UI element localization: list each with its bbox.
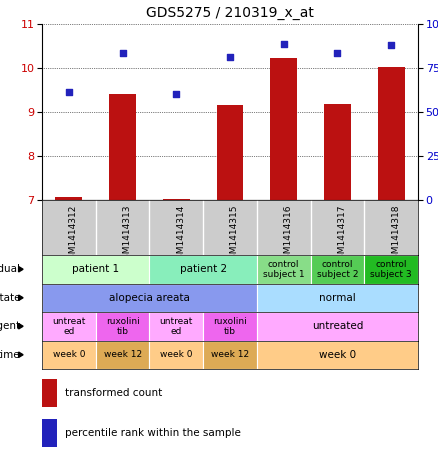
Bar: [42, 284, 257, 312]
Point: [119, 49, 126, 56]
Text: untreat
ed: untreat ed: [159, 317, 193, 336]
Bar: [257, 312, 418, 341]
Bar: [270, 58, 297, 200]
Text: ruxolini
tib: ruxolini tib: [213, 317, 247, 336]
Bar: [378, 67, 405, 200]
Bar: [42, 312, 96, 341]
Text: week 12: week 12: [103, 350, 141, 359]
Text: agent: agent: [0, 321, 20, 331]
Bar: [216, 106, 244, 200]
Text: disease state: disease state: [0, 293, 20, 303]
Bar: [163, 199, 190, 200]
Text: individual: individual: [0, 264, 20, 274]
Bar: [257, 284, 418, 312]
Bar: [42, 341, 96, 369]
Bar: [257, 341, 418, 369]
Text: control
subject 2: control subject 2: [317, 260, 358, 279]
Point: [226, 53, 233, 60]
Point: [334, 49, 341, 56]
Text: week 0: week 0: [160, 350, 193, 359]
Bar: [203, 312, 257, 341]
Polygon shape: [18, 352, 23, 357]
Title: GDS5275 / 210319_x_at: GDS5275 / 210319_x_at: [146, 6, 314, 20]
Text: untreat
ed: untreat ed: [52, 317, 85, 336]
Bar: [364, 255, 418, 284]
Point: [65, 88, 72, 96]
Bar: [149, 312, 203, 341]
Point: [388, 41, 395, 48]
Bar: [311, 255, 364, 284]
Bar: [324, 104, 351, 200]
Bar: [203, 341, 257, 369]
Text: GSM1414315: GSM1414315: [230, 204, 239, 265]
Text: patient 2: patient 2: [180, 264, 227, 274]
Bar: [149, 255, 257, 284]
Text: GSM1414314: GSM1414314: [176, 204, 185, 265]
Bar: [42, 255, 149, 284]
Text: GSM1414313: GSM1414313: [123, 204, 131, 265]
Text: GSM1414316: GSM1414316: [284, 204, 293, 265]
Text: control
subject 3: control subject 3: [371, 260, 412, 279]
Text: transformed count: transformed count: [64, 388, 162, 398]
Text: time: time: [0, 350, 20, 360]
Bar: [149, 341, 203, 369]
Text: alopecia areata: alopecia areata: [109, 293, 190, 303]
Bar: [109, 93, 136, 200]
Polygon shape: [18, 266, 23, 272]
Text: percentile rank within the sample: percentile rank within the sample: [64, 429, 240, 439]
Text: week 0: week 0: [319, 350, 356, 360]
Point: [173, 90, 180, 97]
Polygon shape: [18, 323, 23, 329]
Text: week 0: week 0: [53, 350, 85, 359]
Bar: [96, 341, 149, 369]
Text: patient 1: patient 1: [72, 264, 119, 274]
Text: control
subject 1: control subject 1: [263, 260, 304, 279]
Text: untreated: untreated: [312, 321, 363, 331]
Text: GSM1414318: GSM1414318: [391, 204, 400, 265]
Bar: [96, 312, 149, 341]
Text: week 12: week 12: [211, 350, 249, 359]
Bar: [42, 379, 57, 407]
Polygon shape: [18, 295, 23, 300]
Text: normal: normal: [319, 293, 356, 303]
Text: GSM1414317: GSM1414317: [337, 204, 346, 265]
Text: GSM1414312: GSM1414312: [69, 204, 78, 265]
Point: [280, 41, 287, 48]
Bar: [56, 197, 82, 200]
Text: ruxolini
tib: ruxolini tib: [106, 317, 139, 336]
Bar: [257, 255, 311, 284]
Bar: [42, 419, 57, 447]
